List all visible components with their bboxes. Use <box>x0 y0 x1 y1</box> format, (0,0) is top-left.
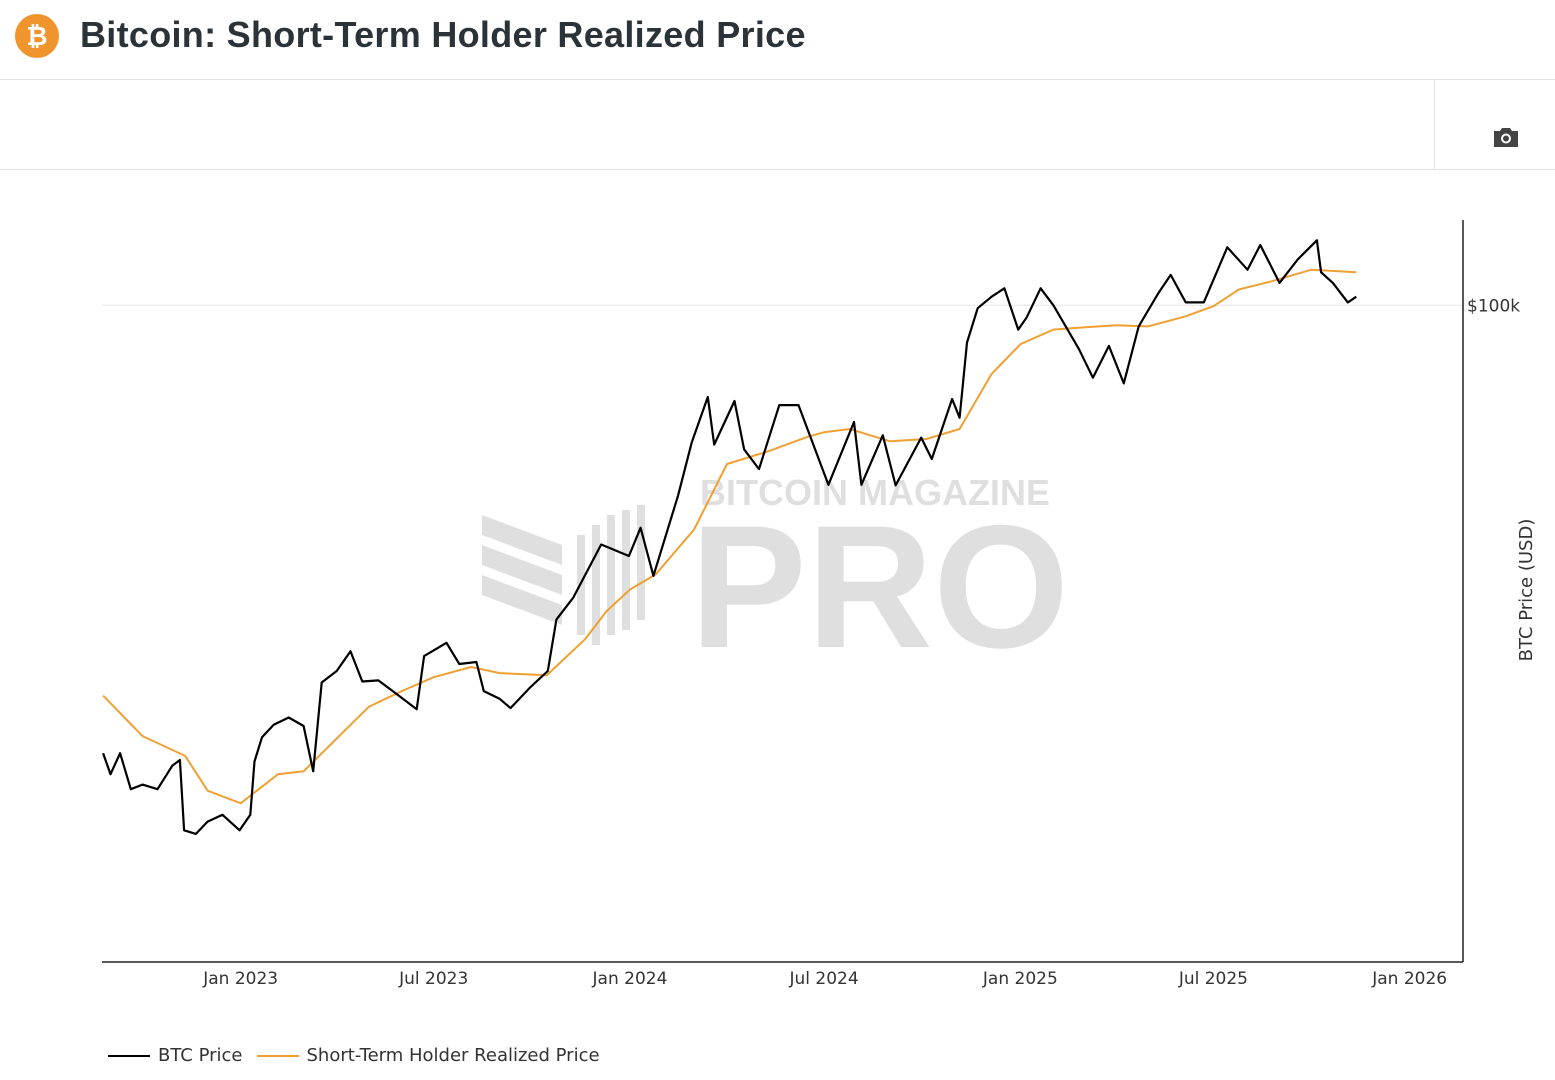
legend-item-sth-realized-price[interactable]: Short-Term Holder Realized Price <box>256 1045 600 1066</box>
x-tick-label: Jan 2026 <box>1371 969 1447 989</box>
y-axis-title: BTC Price (USD) <box>1516 519 1537 662</box>
legend-swatch <box>256 1054 299 1057</box>
legend-item-btc-price[interactable]: BTC Price <box>108 1045 243 1066</box>
watermark: BITCOIN MAGAZINE PRO <box>482 472 1069 685</box>
watermark-line1: BITCOIN MAGAZINE <box>700 472 1050 513</box>
chart: BITCOIN MAGAZINE PRO $100k Jan 2023 Jul 20… <box>102 220 1537 989</box>
legend-swatch <box>108 1054 150 1057</box>
x-tick-label: Jul 2024 <box>789 969 859 989</box>
x-tick-label: Jan 2025 <box>982 969 1058 989</box>
bitcoin-icon: ₿ <box>15 14 59 58</box>
x-tick-label: Jul 2023 <box>398 969 468 989</box>
legend: BTC Price Short-Term Holder Realized Pri… <box>108 1045 614 1066</box>
legend-label: Short-Term Holder Realized Price <box>306 1045 600 1066</box>
y-tick-label: $100k <box>1467 296 1520 316</box>
toolbar-divider <box>1434 80 1435 169</box>
page-title: Bitcoin: Short-Term Holder Realized Pric… <box>80 14 806 55</box>
chart-toolbar <box>0 80 1555 170</box>
x-tick-label: Jul 2025 <box>1178 969 1248 989</box>
x-tick-label: Jan 2023 <box>202 969 278 989</box>
page-header: ₿ Bitcoin: Short-Term Holder Realized Pr… <box>0 0 1555 80</box>
watermark-line2: PRO <box>690 490 1069 685</box>
camera-icon[interactable] <box>1492 125 1520 149</box>
x-tick-label: Jan 2024 <box>592 969 668 989</box>
legend-label: BTC Price <box>158 1045 243 1066</box>
btc-price-line <box>102 239 1357 835</box>
